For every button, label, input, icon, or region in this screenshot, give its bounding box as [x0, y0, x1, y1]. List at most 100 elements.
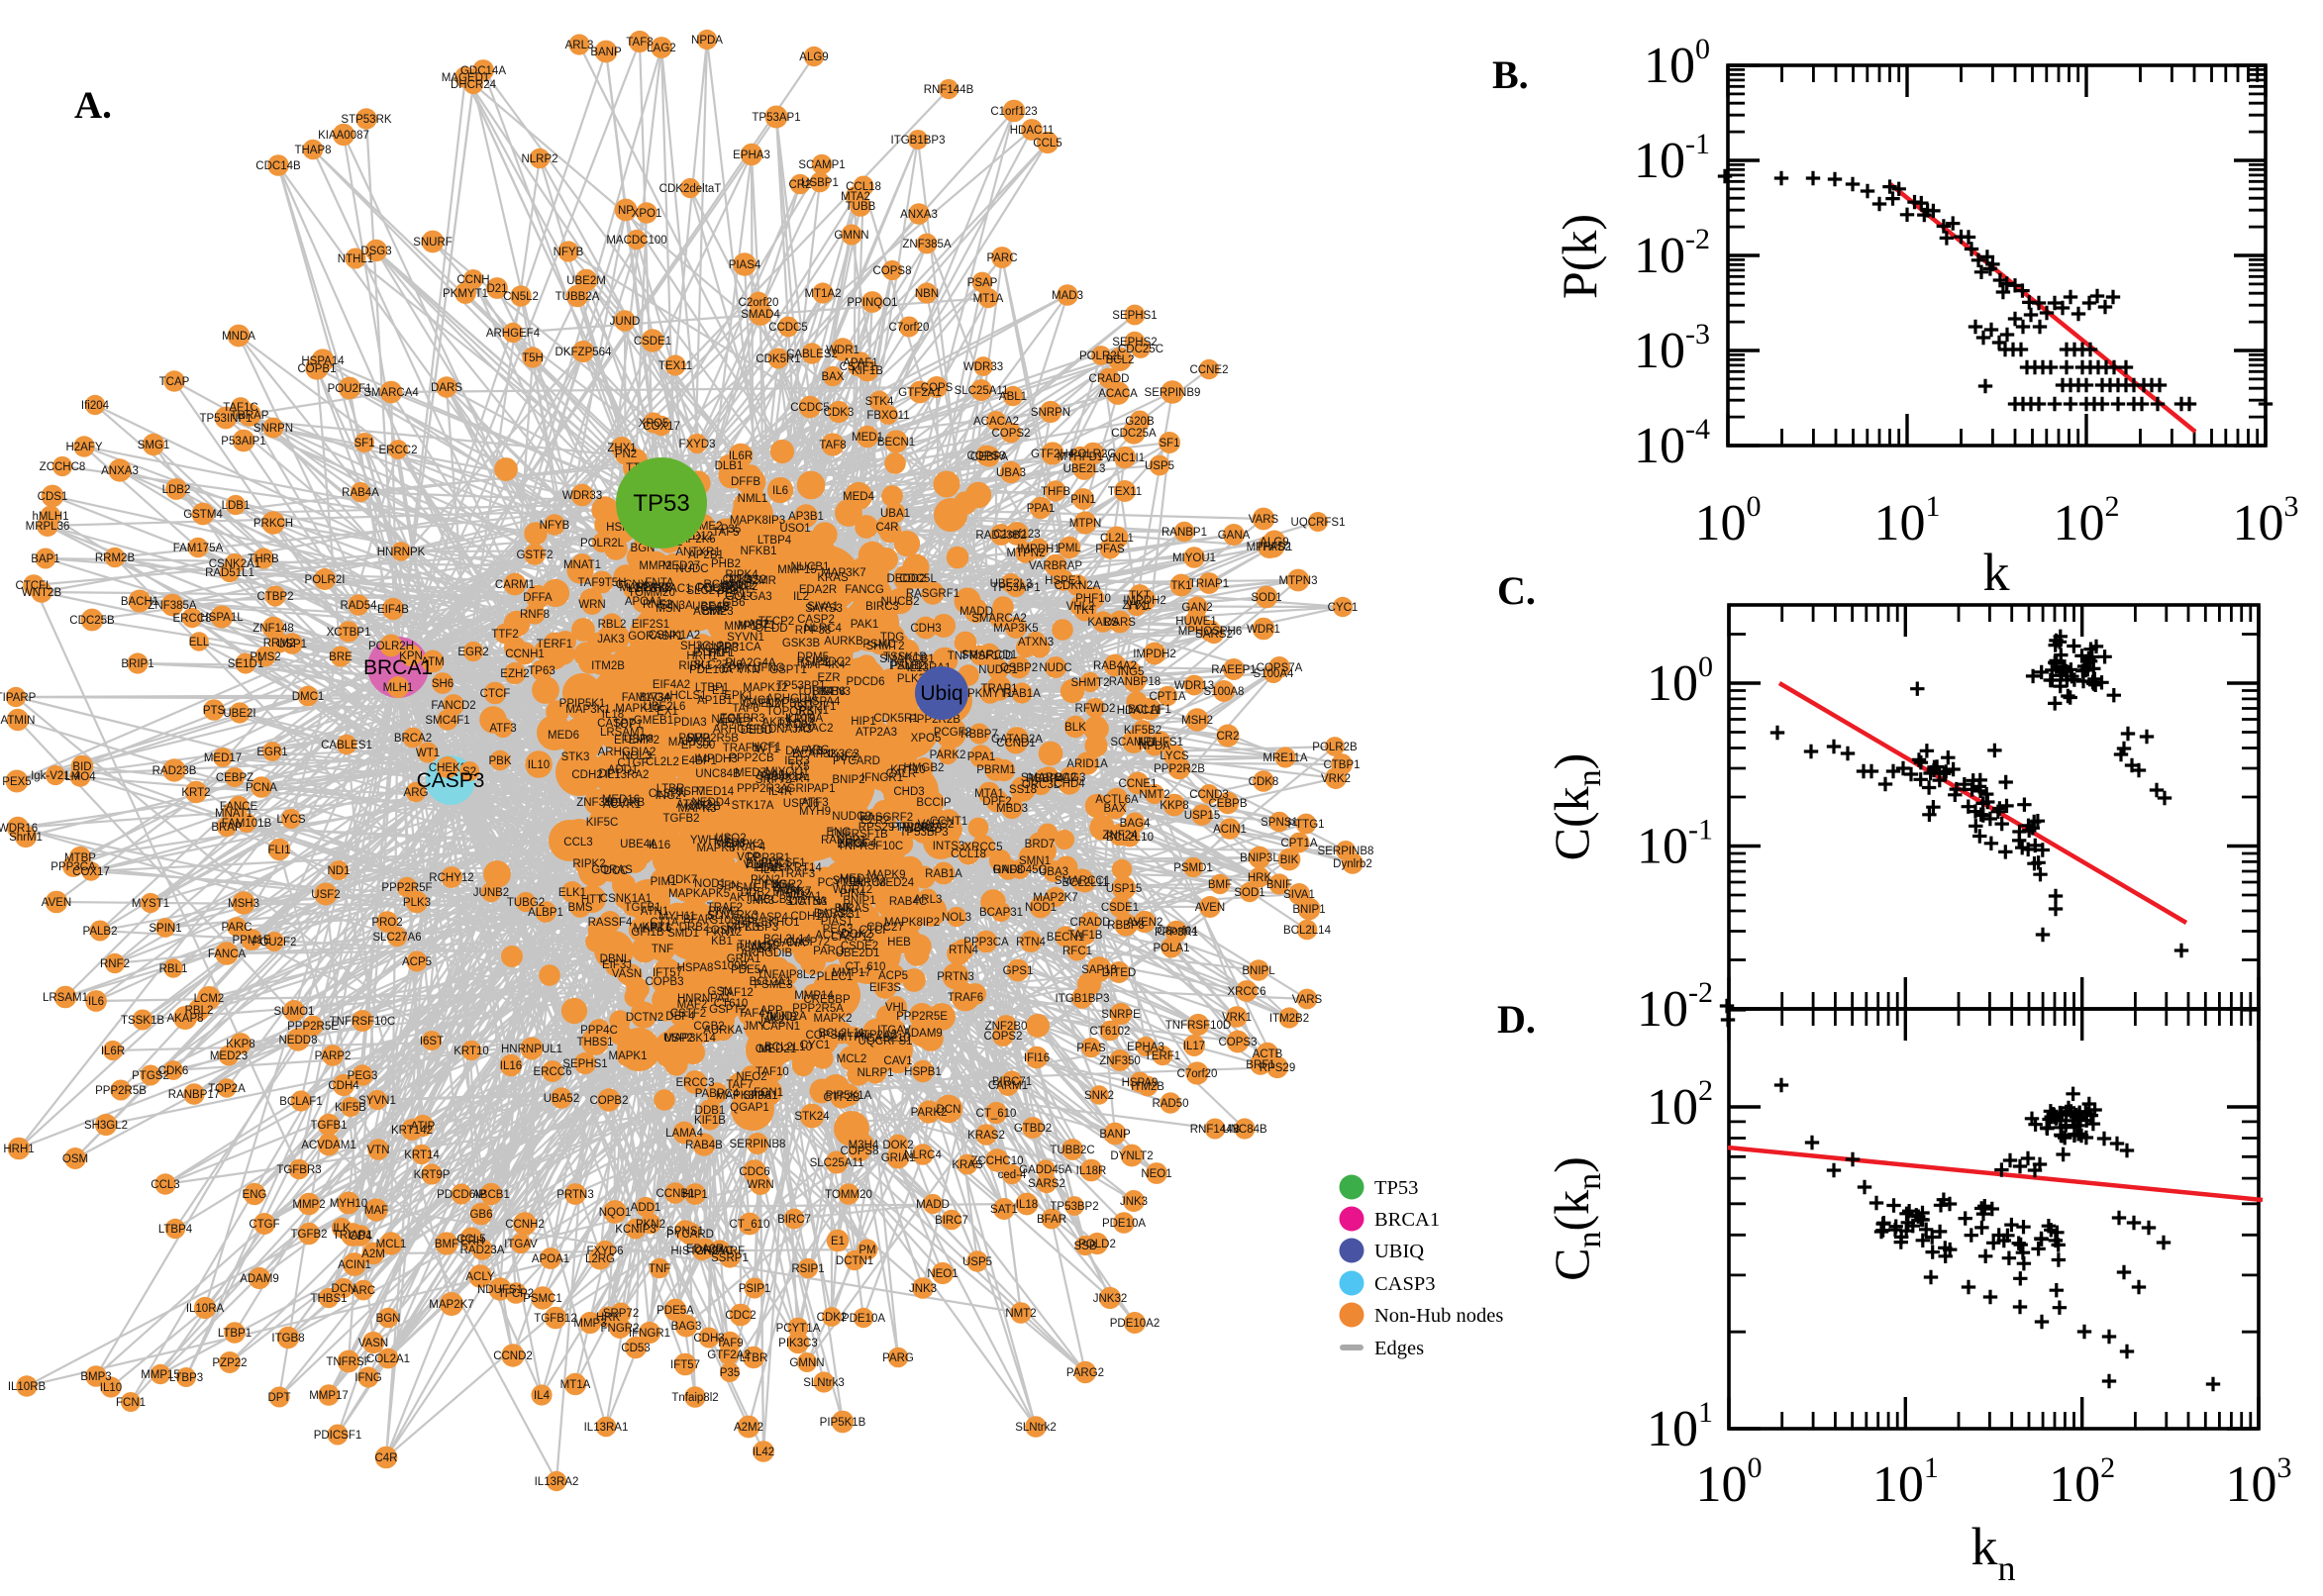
- svg-text:BAG3: BAG3: [671, 1321, 702, 1333]
- svg-text:EX1: EX1: [656, 706, 678, 718]
- svg-text:BFAR: BFAR: [1037, 1214, 1066, 1226]
- svg-text:CSNK2A1: CSNK2A1: [209, 558, 260, 570]
- svg-text:USP2: USP2: [663, 1033, 693, 1045]
- svg-text:SMAD4: SMAD4: [741, 309, 780, 321]
- svg-text:DYNLT2: DYNLT2: [1110, 1150, 1153, 1162]
- svg-text:ITGB1BP3: ITGB1BP3: [891, 135, 946, 147]
- svg-text:PPP4C: PPP4C: [580, 1025, 618, 1037]
- svg-text:CR2: CR2: [1216, 731, 1239, 743]
- svg-text:PPP2R5F: PPP2R5F: [381, 882, 432, 894]
- svg-text:CYC1: CYC1: [1328, 602, 1359, 614]
- svg-text:TP53AP1: TP53AP1: [991, 582, 1040, 594]
- svg-text:XRCC6: XRCC6: [1228, 986, 1266, 998]
- svg-text:MED16: MED16: [602, 794, 640, 806]
- svg-text:BRCA1: BRCA1: [1374, 1209, 1440, 1231]
- svg-text:CD4: CD4: [349, 1231, 372, 1243]
- svg-text:THFB: THFB: [1041, 486, 1070, 498]
- svg-text:IL10RB: IL10RB: [8, 1381, 47, 1393]
- svg-text:PRKCH: PRKCH: [253, 518, 293, 530]
- svg-text:IL16: IL16: [500, 1060, 522, 1072]
- svg-text:LAG2: LAG2: [647, 43, 675, 54]
- svg-text:k: k: [1983, 543, 2010, 602]
- svg-text:ZCCHC10: ZCCHC10: [970, 1155, 1023, 1167]
- svg-text:CEBPA: CEBPA: [970, 451, 1008, 463]
- svg-text:VRK2: VRK2: [1321, 773, 1351, 785]
- svg-text:COPS8: COPS8: [841, 1146, 879, 1157]
- svg-text:PIK3C3: PIK3C3: [778, 1338, 818, 1349]
- svg-text:TNFRSF10C: TNFRSF10C: [330, 1016, 395, 1028]
- svg-text:GSTM4: GSTM4: [183, 509, 223, 521]
- svg-text:ITGB8: ITGB8: [271, 1333, 304, 1345]
- svg-text:UBIQ: UBIQ: [1374, 1241, 1424, 1262]
- svg-text:JUNB2: JUNB2: [473, 887, 509, 899]
- svg-text:ITGB1BP3: ITGB1BP3: [1056, 993, 1110, 1005]
- svg-text:NF2: NF2: [836, 751, 858, 763]
- svg-text:RAB4B: RAB4B: [685, 1140, 723, 1151]
- svg-text:BNIP1: BNIP1: [1292, 904, 1325, 916]
- svg-text:LRSAM1: LRSAM1: [43, 992, 88, 1004]
- svg-text:HNRNPK: HNRNPK: [377, 547, 426, 558]
- svg-text:CCNH2: CCNH2: [505, 1219, 545, 1231]
- svg-text:DKFZP564: DKFZP564: [556, 347, 612, 358]
- svg-text:XPO5: XPO5: [639, 418, 669, 430]
- svg-text:DCTN2: DCTN2: [626, 1012, 663, 1024]
- svg-text:XRCC4: XRCC4: [839, 838, 878, 849]
- svg-text:KKP8: KKP8: [226, 1039, 254, 1050]
- svg-text:B.: B.: [1492, 52, 1529, 97]
- svg-text:IL10: IL10: [528, 759, 550, 771]
- svg-text:USP15: USP15: [1106, 883, 1142, 895]
- svg-text:JAK3: JAK3: [597, 634, 625, 646]
- svg-text:BCL2: BCL2: [1106, 354, 1135, 366]
- svg-text:FXYD3: FXYD3: [678, 439, 715, 450]
- svg-text:P53AIP1: P53AIP1: [221, 436, 265, 448]
- svg-text:BECN1: BECN1: [877, 437, 915, 449]
- svg-text:CDK2: CDK2: [817, 1312, 848, 1324]
- svg-text:NFYB: NFYB: [540, 520, 570, 532]
- svg-text:FANCA: FANCA: [208, 948, 247, 960]
- svg-text:TRAF6: TRAF6: [948, 992, 983, 1004]
- svg-text:SAT1: SAT1: [990, 1204, 1018, 1216]
- svg-text:MT1A: MT1A: [560, 1379, 591, 1391]
- svg-text:GMNN: GMNN: [834, 230, 868, 242]
- svg-text:ACIN2: ACIN2: [693, 606, 727, 618]
- svg-text:CDH4: CDH4: [328, 1080, 359, 1092]
- svg-text:DDB1: DDB1: [695, 1105, 726, 1117]
- svg-text:BGN: BGN: [376, 1313, 401, 1325]
- svg-text:GADD45A: GADD45A: [1019, 1164, 1072, 1176]
- svg-text:MAPK2: MAPK2: [814, 1013, 853, 1025]
- svg-text:LYCS: LYCS: [276, 814, 306, 826]
- svg-text:EPHA3: EPHA3: [733, 150, 770, 161]
- svg-text:DOK2: DOK2: [882, 1140, 913, 1151]
- svg-text:HSPA8: HSPA8: [677, 962, 714, 974]
- svg-text:PKMYT1: PKMYT1: [443, 288, 488, 300]
- svg-text:HDAC11: HDAC11: [1117, 705, 1162, 717]
- svg-text:PPA1: PPA1: [967, 751, 996, 763]
- svg-text:RBL2: RBL2: [598, 619, 627, 631]
- svg-text:RRM2B: RRM2B: [95, 552, 136, 564]
- svg-text:RBBP8: RBBP8: [1107, 920, 1145, 932]
- svg-text:SNK2: SNK2: [1084, 1090, 1114, 1102]
- svg-text:T5H: T5H: [522, 352, 544, 364]
- svg-text:CEBPZ: CEBPZ: [216, 772, 253, 784]
- svg-text:MRPL36: MRPL36: [26, 521, 70, 533]
- svg-text:PAK1: PAK1: [851, 619, 879, 631]
- svg-text:RNF144B: RNF144B: [924, 84, 974, 96]
- svg-text:ING5: ING5: [1118, 666, 1145, 678]
- svg-text:SUMO1: SUMO1: [274, 1006, 315, 1018]
- svg-text:PSMC: PSMC: [862, 639, 895, 650]
- svg-text:CDK5R1: CDK5R1: [756, 353, 800, 365]
- svg-text:RAB1A: RAB1A: [1003, 688, 1041, 700]
- svg-text:MACDC100: MACDC100: [606, 235, 666, 247]
- svg-text:KARS: KARS: [1087, 617, 1119, 629]
- svg-text:MAPK1: MAPK1: [609, 1050, 648, 1062]
- svg-text:PSMD1: PSMD1: [1173, 862, 1213, 874]
- svg-text:RAD23B: RAD23B: [152, 765, 197, 777]
- svg-text:PDE10A2: PDE10A2: [1110, 1318, 1161, 1330]
- svg-text:MED14: MED14: [696, 786, 735, 798]
- svg-text:PPIP5K1: PPIP5K1: [559, 698, 606, 710]
- svg-text:ACTB: ACTB: [1253, 1048, 1283, 1060]
- svg-text:JNK32: JNK32: [1093, 1293, 1128, 1305]
- svg-text:PPA1: PPA1: [1027, 503, 1056, 515]
- svg-text:KRT14: KRT14: [404, 1149, 440, 1161]
- svg-text:ADD1: ADD1: [608, 764, 639, 776]
